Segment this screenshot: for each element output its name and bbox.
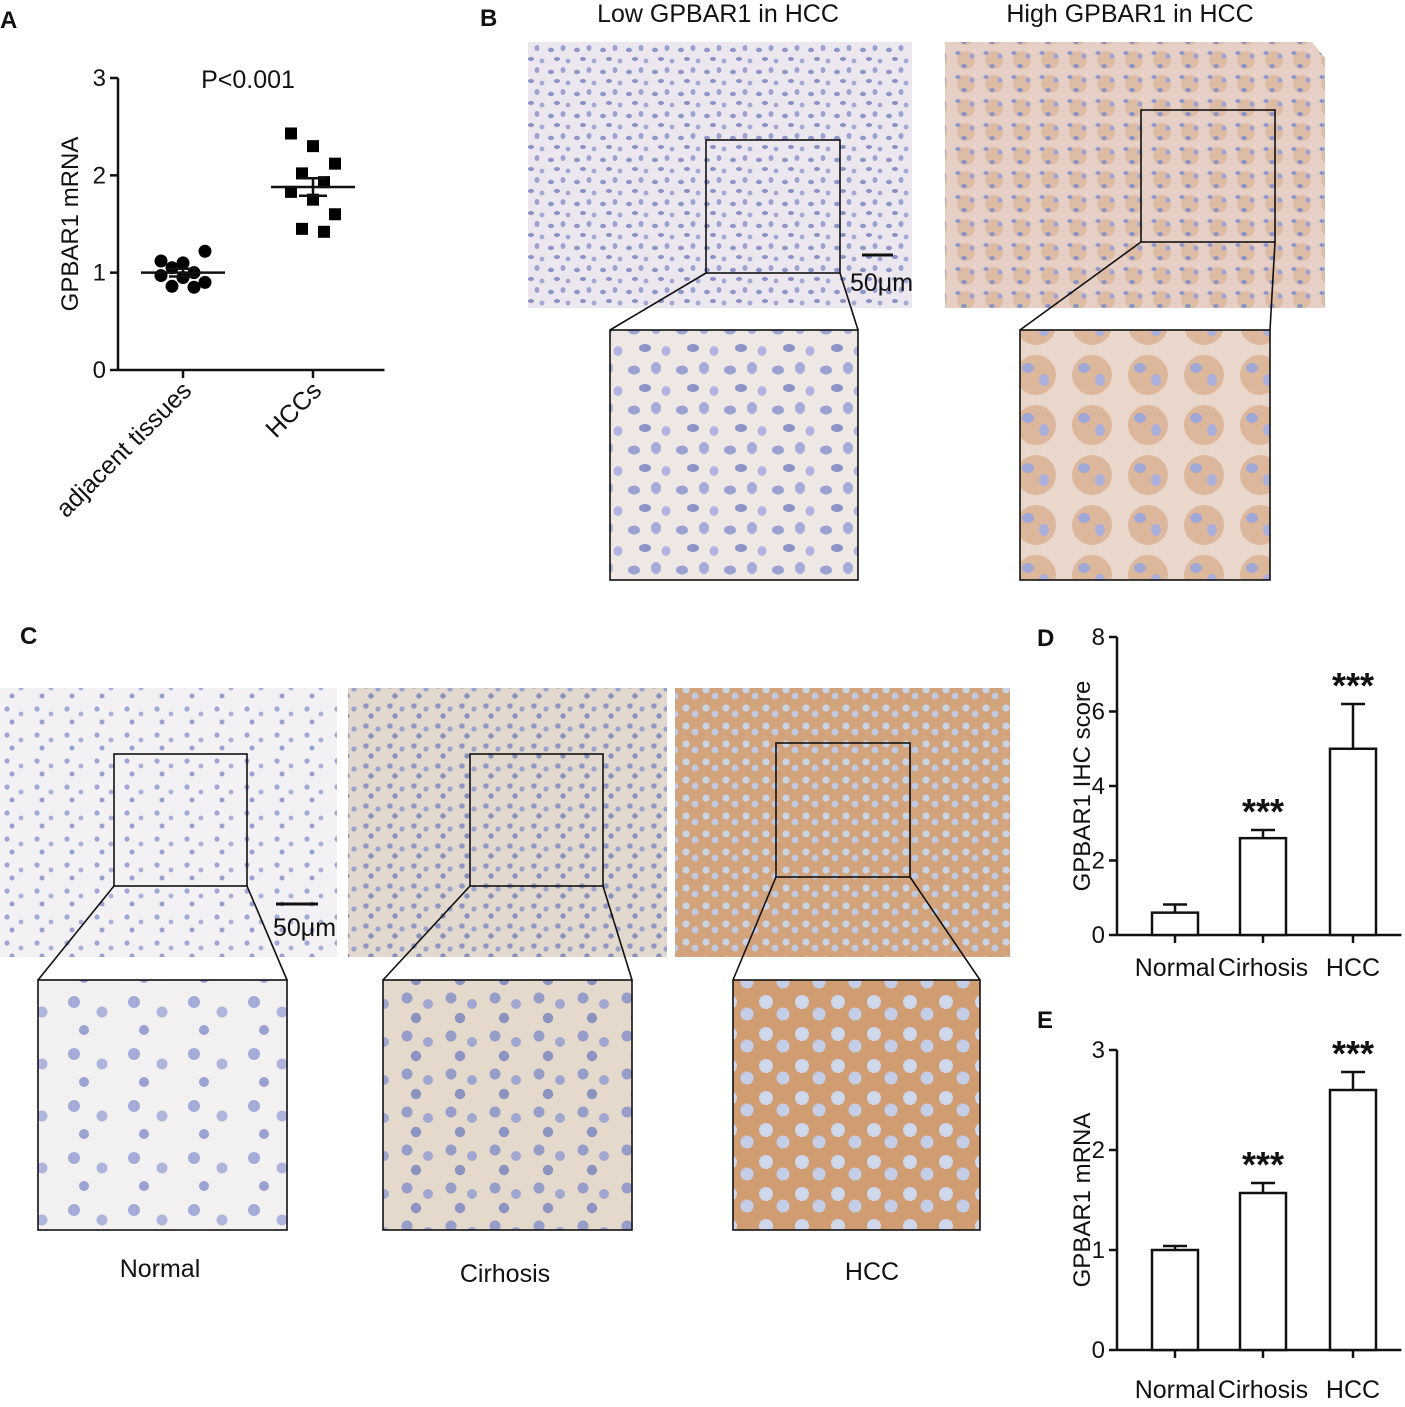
data-point [165, 279, 179, 293]
y-tick-label: 0 [1092, 1337, 1105, 1364]
bar [1238, 836, 1288, 937]
inset-box [775, 742, 911, 878]
micrograph [528, 42, 912, 308]
micrograph-title: High GPBAR1 in HCC [1006, 0, 1253, 28]
data-point [187, 280, 201, 294]
bar [1238, 1191, 1288, 1352]
connector [839, 272, 859, 331]
y-tick-label: 1 [93, 260, 106, 287]
data-point [285, 185, 297, 198]
error-bar [1341, 1070, 1365, 1090]
x-tick-label: adjacent tissues [51, 376, 198, 523]
micrograph-group: 50μm Normal Cirhosis HCC [0, 688, 1010, 1288]
x-tick-label: Normal [1135, 954, 1216, 982]
connector [1269, 241, 1276, 331]
error-bar [1251, 828, 1275, 839]
x-tick-label: HCC [1326, 1376, 1380, 1402]
y-tick-label: 2 [93, 162, 106, 189]
data-point [198, 275, 212, 289]
micrograph-title: Low GPBAR1 in HCC [597, 0, 839, 28]
y-tick-label: 2 [1092, 1137, 1105, 1164]
error-bar [1341, 702, 1365, 749]
y-tick-label: 1 [1092, 1237, 1105, 1264]
y-axis-label: GPBAR1 mRNA [57, 137, 84, 312]
zoom-micrograph [732, 979, 981, 1231]
y-tick-label: 3 [93, 65, 106, 92]
inset-box [469, 753, 604, 887]
y-tick-label: 2 [1092, 848, 1105, 875]
zoom-micrograph [609, 329, 859, 581]
data-point [176, 256, 190, 270]
x-tick-label: Cirhosis [1218, 1376, 1308, 1402]
bar [1150, 1248, 1200, 1352]
annotation: P<0.001 [201, 66, 295, 94]
connector [1019, 241, 1142, 331]
significance-label: *** [1332, 1033, 1374, 1074]
inset-box [113, 753, 248, 887]
y-axis-label: GPBAR1 IHC score [1069, 681, 1096, 892]
chart: 0 1 2 3 GPBAR1 mRNA Normal Cirhosis HCC *** *** [1069, 1033, 1402, 1404]
micrograph [675, 688, 1010, 957]
connector [609, 272, 707, 331]
micrograph [348, 688, 667, 957]
micrograph [0, 688, 337, 957]
y-tick-label: 3 [1092, 1037, 1105, 1064]
zoom-micrograph [1019, 329, 1271, 581]
y-tick-label: 0 [93, 357, 106, 384]
error-bar [1163, 903, 1187, 913]
scale-label: 50μm [850, 269, 913, 297]
data-point [307, 140, 319, 153]
scale-label: 50μm [273, 914, 336, 942]
data-point [154, 254, 168, 268]
error-bar [1251, 1181, 1275, 1193]
significance-label: *** [1242, 791, 1284, 832]
error-bar [299, 177, 327, 198]
data-point [296, 222, 308, 235]
significance-label: *** [1332, 665, 1374, 706]
y-axis-label: GPBAR1 mRNA [1069, 1113, 1096, 1288]
data-point [296, 167, 308, 180]
significance-label: *** [1242, 1144, 1284, 1185]
x-tick-label: Cirhosis [1218, 954, 1308, 982]
y-tick-label: 0 [1092, 922, 1105, 949]
panel-label: D [1037, 625, 1054, 652]
zoom-micrograph [37, 979, 288, 1231]
chart: 0 2 4 6 8 GPBAR1 IHC score Normal Cirhosis HCC **… [1069, 624, 1402, 982]
error-bar [169, 267, 197, 278]
caption: HCC [845, 1258, 899, 1286]
x-tick-label: HCC [1326, 954, 1380, 982]
x-tick-label: HCCs [260, 376, 327, 443]
data-point [198, 244, 212, 258]
y-tick-label: 4 [1092, 773, 1105, 800]
data-point [329, 157, 341, 170]
inset-box [1140, 109, 1276, 243]
micrograph-group: Low GPBAR1 in HCC High GPBAR1 in HCC 50μ… [528, 0, 1325, 581]
bar [1328, 1088, 1378, 1352]
connectors [37, 876, 981, 981]
x-tick-label: Normal [1135, 1376, 1216, 1402]
chart: 0 1 2 3 GPBAR1 mRNA adjacent tissues HCCs P<0.0… [51, 65, 385, 523]
panel-label: C [20, 623, 37, 650]
micrograph [945, 42, 1325, 308]
panel-label: B [480, 5, 497, 32]
y-tick-label: 8 [1092, 624, 1105, 651]
caption: Normal [120, 1255, 201, 1283]
panel-label: E [1037, 1007, 1053, 1034]
caption: Cirhosis [460, 1260, 550, 1288]
data-point [329, 208, 341, 221]
data-point [285, 127, 297, 140]
panel-label: A [0, 7, 17, 34]
inset-box [705, 139, 841, 274]
y-tick-label: 6 [1092, 699, 1105, 726]
zoom-micrograph [382, 979, 633, 1231]
data-point [318, 225, 330, 238]
data-point [154, 269, 168, 283]
bar [1328, 747, 1378, 937]
bar [1150, 911, 1200, 937]
